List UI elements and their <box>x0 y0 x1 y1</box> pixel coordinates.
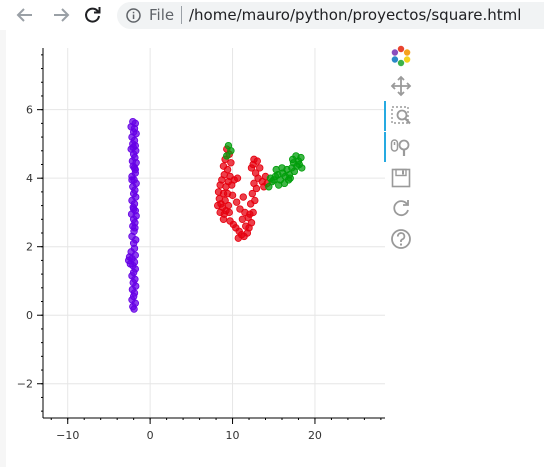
data-point <box>223 189 232 198</box>
data-point <box>248 189 257 198</box>
data-point <box>131 224 139 232</box>
forward-button[interactable] <box>48 3 74 27</box>
data-point <box>289 155 297 164</box>
x-tick-label: 10 <box>226 429 240 442</box>
data-point <box>130 305 138 313</box>
data-point <box>228 181 236 189</box>
data-point <box>236 205 244 213</box>
bokeh-logo-icon[interactable] <box>390 45 412 67</box>
data-point <box>129 143 137 152</box>
y-tick-label: 6 <box>26 104 33 117</box>
data-point <box>256 164 264 172</box>
data-point <box>249 208 257 217</box>
data-point <box>233 174 242 182</box>
url-separator <box>181 6 182 24</box>
data-point <box>219 215 228 223</box>
data-point <box>265 183 273 191</box>
axes: −10 0 10 20 −2 0 2 4 6 <box>17 48 385 442</box>
data-point <box>129 205 138 213</box>
x-tick-label: 20 <box>308 429 322 442</box>
data-point <box>266 174 275 182</box>
pan-icon[interactable] <box>390 75 412 97</box>
data-point <box>241 208 249 217</box>
reload-button[interactable] <box>80 3 106 27</box>
data-point <box>250 179 258 188</box>
data-point <box>247 219 256 227</box>
reset-icon[interactable] <box>390 197 412 219</box>
help-icon[interactable] <box>390 228 412 250</box>
y-tick-label: 2 <box>26 241 33 254</box>
y-tick-label: 0 <box>26 309 33 322</box>
data-point <box>131 165 139 174</box>
browser-toolbar: File /home/mauro/python/proyectos/square… <box>0 0 544 30</box>
back-button[interactable] <box>12 3 38 27</box>
data-point <box>223 152 231 160</box>
box-zoom-icon[interactable] <box>390 105 412 127</box>
wheel-zoom-icon[interactable] <box>390 136 412 158</box>
data-point <box>242 222 250 230</box>
reload-icon <box>85 7 101 23</box>
data-point <box>239 193 247 201</box>
data-points <box>125 117 306 313</box>
data-point <box>250 155 258 164</box>
data-point <box>227 159 235 167</box>
url-scheme: File <box>149 6 175 24</box>
x-tick-label: −10 <box>56 429 79 442</box>
data-point <box>232 198 241 206</box>
data-point <box>223 165 232 174</box>
y-tick-label: 4 <box>26 172 33 185</box>
save-icon[interactable] <box>390 167 412 189</box>
data-point <box>251 196 259 205</box>
data-point <box>278 164 286 172</box>
data-point <box>244 213 252 222</box>
forward-arrow-icon <box>54 8 70 22</box>
y-tick-label: −2 <box>17 378 33 391</box>
x-tick-label: 0 <box>147 429 154 442</box>
data-point <box>251 169 260 177</box>
data-point <box>222 207 230 215</box>
data-point <box>128 176 136 184</box>
data-point <box>284 176 293 184</box>
box-zoom-active-marker <box>384 101 386 131</box>
data-point <box>247 164 256 172</box>
info-icon[interactable] <box>126 8 141 23</box>
address-bar[interactable]: File /home/mauro/python/proyectos/square… <box>117 2 544 29</box>
data-point <box>298 164 306 172</box>
grid-lines <box>43 48 385 418</box>
url-text[interactable]: /home/mauro/python/proyectos/square.html <box>189 6 522 24</box>
data-point <box>217 200 225 208</box>
page-edge <box>0 30 6 467</box>
data-point <box>227 147 235 155</box>
data-point <box>274 181 283 189</box>
wheel-zoom-active-marker <box>384 132 386 162</box>
back-arrow-icon <box>16 8 32 22</box>
